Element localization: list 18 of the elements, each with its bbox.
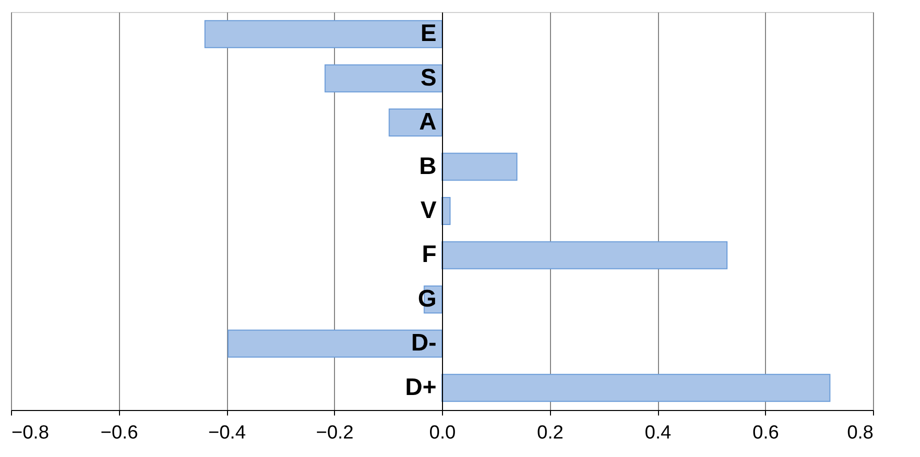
y-tick-label: G xyxy=(418,285,436,312)
y-tick-label: S xyxy=(420,64,436,92)
y-tick-label: D+ xyxy=(405,374,436,401)
y-tick-label: A xyxy=(419,108,436,136)
x-tick-label: 0.6 xyxy=(752,422,779,444)
x-tick-label: −0.8 xyxy=(12,422,50,444)
y-tick-label: D- xyxy=(411,330,437,357)
x-tick-label: 0.4 xyxy=(644,422,672,444)
y-tick-label: F xyxy=(422,241,436,268)
y-tick-label: E xyxy=(420,20,436,48)
x-tick-label: −0.2 xyxy=(316,422,354,444)
y-tick-label: B xyxy=(419,152,436,180)
x-tick-label: −0.6 xyxy=(100,422,138,444)
x-tick-label: 0.8 xyxy=(847,422,874,444)
x-tick-label: −0.4 xyxy=(208,422,246,444)
x-tick-label: 0.0 xyxy=(429,422,456,444)
y-tick-label: V xyxy=(420,197,436,224)
x-tick-label: 0.2 xyxy=(537,422,564,444)
